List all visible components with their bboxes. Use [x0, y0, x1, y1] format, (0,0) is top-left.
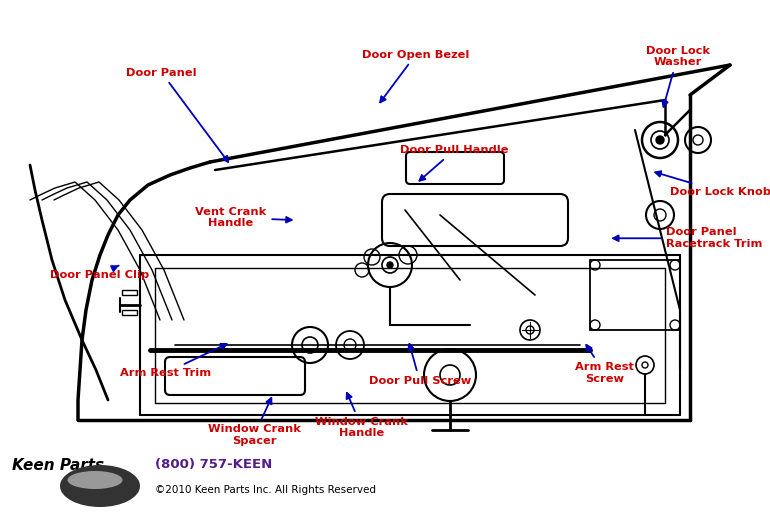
- Text: Door Panel Clip: Door Panel Clip: [50, 266, 149, 280]
- Text: Window Crank
Handle: Window Crank Handle: [316, 393, 408, 438]
- Text: Door Panel
Racetrack Trim: Door Panel Racetrack Trim: [613, 227, 762, 249]
- Text: Door Lock
Washer: Door Lock Washer: [645, 46, 710, 107]
- Text: (800) 757-KEEN: (800) 757-KEEN: [155, 458, 273, 471]
- Ellipse shape: [60, 465, 140, 507]
- Text: ©2010 Keen Parts Inc. All Rights Reserved: ©2010 Keen Parts Inc. All Rights Reserve…: [155, 485, 376, 495]
- Bar: [122, 310, 137, 315]
- Text: Window Crank
Spacer: Window Crank Spacer: [208, 398, 300, 446]
- Text: Door Open Bezel: Door Open Bezel: [362, 50, 470, 103]
- Text: Vent Crank
Handle: Vent Crank Handle: [196, 207, 292, 228]
- Text: Keen Parts: Keen Parts: [12, 458, 104, 473]
- Circle shape: [387, 262, 393, 268]
- Text: Door Panel: Door Panel: [126, 68, 228, 162]
- Text: Door Lock Knob: Door Lock Knob: [655, 171, 770, 197]
- Text: Door Pull Screw: Door Pull Screw: [369, 344, 470, 386]
- Ellipse shape: [68, 471, 122, 489]
- Bar: [590, 260, 680, 330]
- Text: Door Pull Handle: Door Pull Handle: [400, 145, 508, 181]
- Bar: [122, 290, 137, 295]
- Text: Arm Rest
Screw: Arm Rest Screw: [575, 345, 634, 384]
- Text: Arm Rest Trim: Arm Rest Trim: [120, 344, 226, 378]
- Circle shape: [656, 136, 664, 144]
